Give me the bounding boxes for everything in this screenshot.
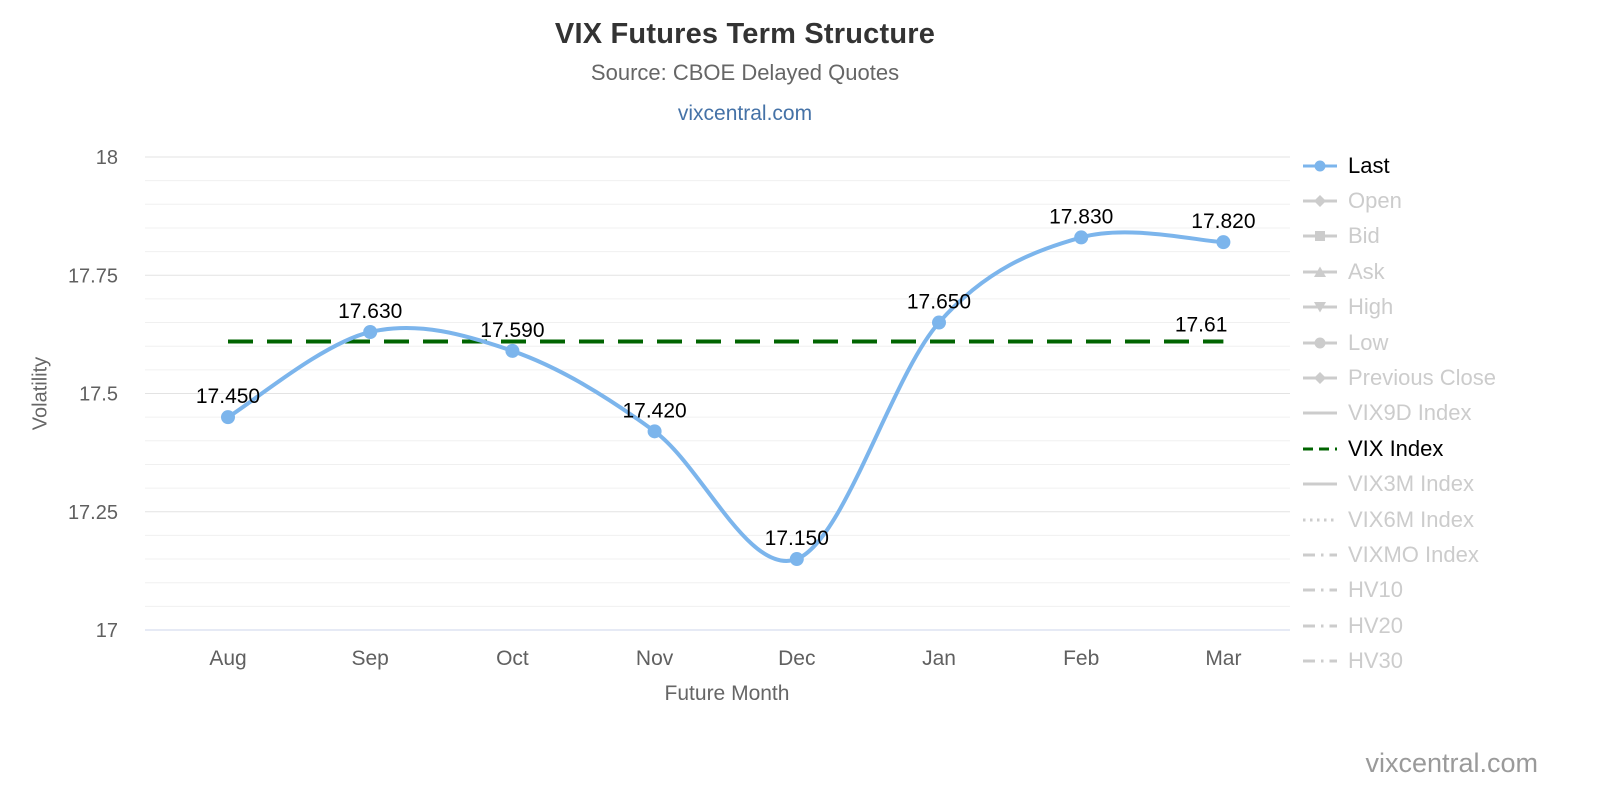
x-tick-label: Dec [778,647,815,670]
y-tick-label: 17 [96,620,118,642]
legend-item-open[interactable]: Open [1302,183,1496,218]
data-point-aug[interactable] [221,410,235,425]
hv20-marker-icon [1303,624,1337,628]
legend-item-label: VIX6M Index [1348,506,1474,532]
open-marker-icon [1303,195,1337,208]
hv30-marker-icon [1303,659,1337,663]
x-tick-label: Feb [1063,647,1099,670]
x-axis-title: Future Month [664,682,790,705]
legend-item-label: VIX9D Index [1348,400,1472,426]
legend-item-label: HV10 [1348,577,1404,603]
data-point-nov[interactable] [647,424,662,439]
y-axis-title: Volatility [29,356,52,431]
data-label: 17.590 [480,319,544,342]
high-marker-icon [1303,302,1337,313]
legend-item-label: Open [1348,188,1402,214]
vix-index-marker-icon [1303,447,1337,451]
y-tick-label: 17.75 [68,265,118,287]
data-label: 17.630 [338,300,402,323]
vix9d-index-marker-icon [1303,411,1337,415]
watermark: vixcentral.com [1365,748,1538,778]
data-label: 17.420 [622,399,686,422]
legend-item-label: VIX3M Index [1348,471,1474,497]
hv10-marker-icon [1303,588,1337,592]
data-point-jan[interactable] [932,315,946,330]
chart-subtitle: Source: CBOE Delayed Quotes [590,60,900,85]
last-series-line [226,230,1226,563]
chart-title: VIX Futures Term Structure [554,18,936,50]
x-tick-label: Aug [209,647,246,670]
legend-item-vix-index[interactable]: VIX Index [1302,431,1496,466]
legend-item-label: VIXMO Index [1348,541,1479,567]
data-label: 17.820 [1191,210,1255,233]
data-label: 17.830 [1049,205,1113,228]
legend-item-label: Low [1348,329,1389,355]
x-tick-label: Jan [922,647,956,670]
legend-item-hv10[interactable]: HV10 [1302,573,1496,608]
legend-item-hv20[interactable]: HV20 [1302,608,1496,643]
data-point-feb[interactable] [1074,230,1089,245]
vixmo-index-marker-icon [1303,553,1337,557]
legend-item-label: HV20 [1348,612,1404,638]
last-marker-icon [1303,160,1337,172]
legend-item-label: VIX Index [1348,435,1444,461]
legend: Last Open Bid Ask High Low Previous Close VIX9D… [1302,148,1496,679]
ask-marker-icon [1303,266,1337,277]
legend-item-label: High [1348,294,1394,320]
legend-item-bid[interactable]: Bid [1302,219,1496,254]
x-tick-label: Nov [636,647,674,670]
legend-item-previous-close[interactable]: Previous Close [1302,360,1496,395]
legend-item-low[interactable]: Low [1302,325,1496,360]
vixcentral-link[interactable]: vixcentral.com [677,102,813,125]
data-label: 17.650 [907,291,971,314]
data-point-mar[interactable] [1216,235,1231,250]
low-marker-icon [1303,337,1337,349]
vix-index-value-label: 17.61 [1175,313,1228,336]
legend-item-vix6m-index[interactable]: VIX6M Index [1302,502,1496,537]
legend-item-vix3m-index[interactable]: VIX3M Index [1302,467,1496,502]
bid-marker-icon [1303,231,1337,242]
y-tick-label: 17.25 [68,502,118,524]
legend-item-ask[interactable]: Ask [1302,254,1496,289]
x-tick-label: Oct [496,647,529,670]
x-tick-label: Mar [1205,647,1241,670]
vix6m-index-marker-icon [1303,518,1337,522]
data-point-sep[interactable] [363,325,378,340]
previous-close-marker-icon [1303,372,1337,385]
legend-item-vixmo-index[interactable]: VIXMO Index [1302,537,1496,572]
x-tick-label: Sep [352,647,389,670]
legend-item-label: Bid [1348,223,1380,249]
legend-item-label: HV30 [1348,648,1404,674]
legend-item-hv30[interactable]: HV30 [1302,643,1496,678]
data-label: 17.150 [765,527,829,550]
chart-header: VIX Futures Term Structure Source: CBOE … [0,0,1490,126]
y-tick-label: 18 [96,147,118,169]
y-tick-label: 17.5 [79,384,118,406]
data-label: 17.450 [196,385,260,408]
legend-item-label: Ask [1348,258,1385,284]
legend-item-label: Previous Close [1348,365,1496,391]
legend-item-label: Last [1348,152,1390,178]
data-point-oct[interactable] [505,343,520,358]
legend-item-high[interactable]: High [1302,290,1496,325]
legend-item-vix9d-index[interactable]: VIX9D Index [1302,396,1496,431]
vix3m-index-marker-icon [1303,482,1337,486]
data-point-dec[interactable] [789,552,804,567]
legend-item-last[interactable]: Last [1302,148,1496,183]
